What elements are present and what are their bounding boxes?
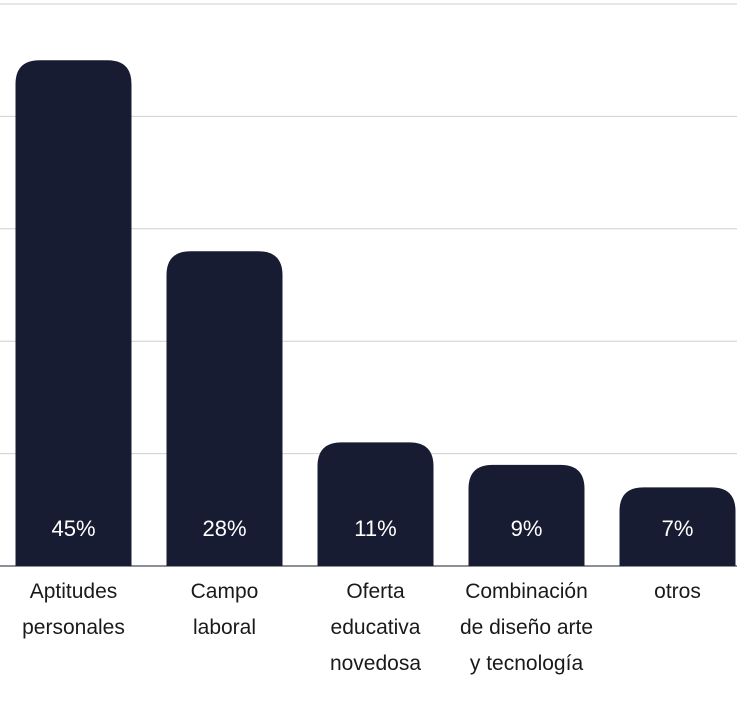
x-tick-label: Campo laboral: [190, 580, 259, 639]
bar: [317, 442, 434, 566]
data-label: 45%: [51, 516, 95, 541]
x-tick-label: Oferta educativa novedosa: [329, 580, 422, 675]
data-label: 7%: [662, 516, 694, 541]
x-tick-label: Combinación de diseño arte y tecnología: [459, 580, 594, 675]
bar: [619, 487, 736, 566]
data-label: 11%: [354, 516, 396, 541]
x-tick-label: otros: [654, 580, 701, 603]
data-label: 9%: [511, 516, 543, 541]
bar: [468, 464, 585, 566]
data-label: 28%: [202, 516, 246, 541]
bar: [166, 251, 283, 566]
x-tick-label: Aptitudes personales: [22, 580, 125, 639]
bar: [15, 60, 132, 566]
